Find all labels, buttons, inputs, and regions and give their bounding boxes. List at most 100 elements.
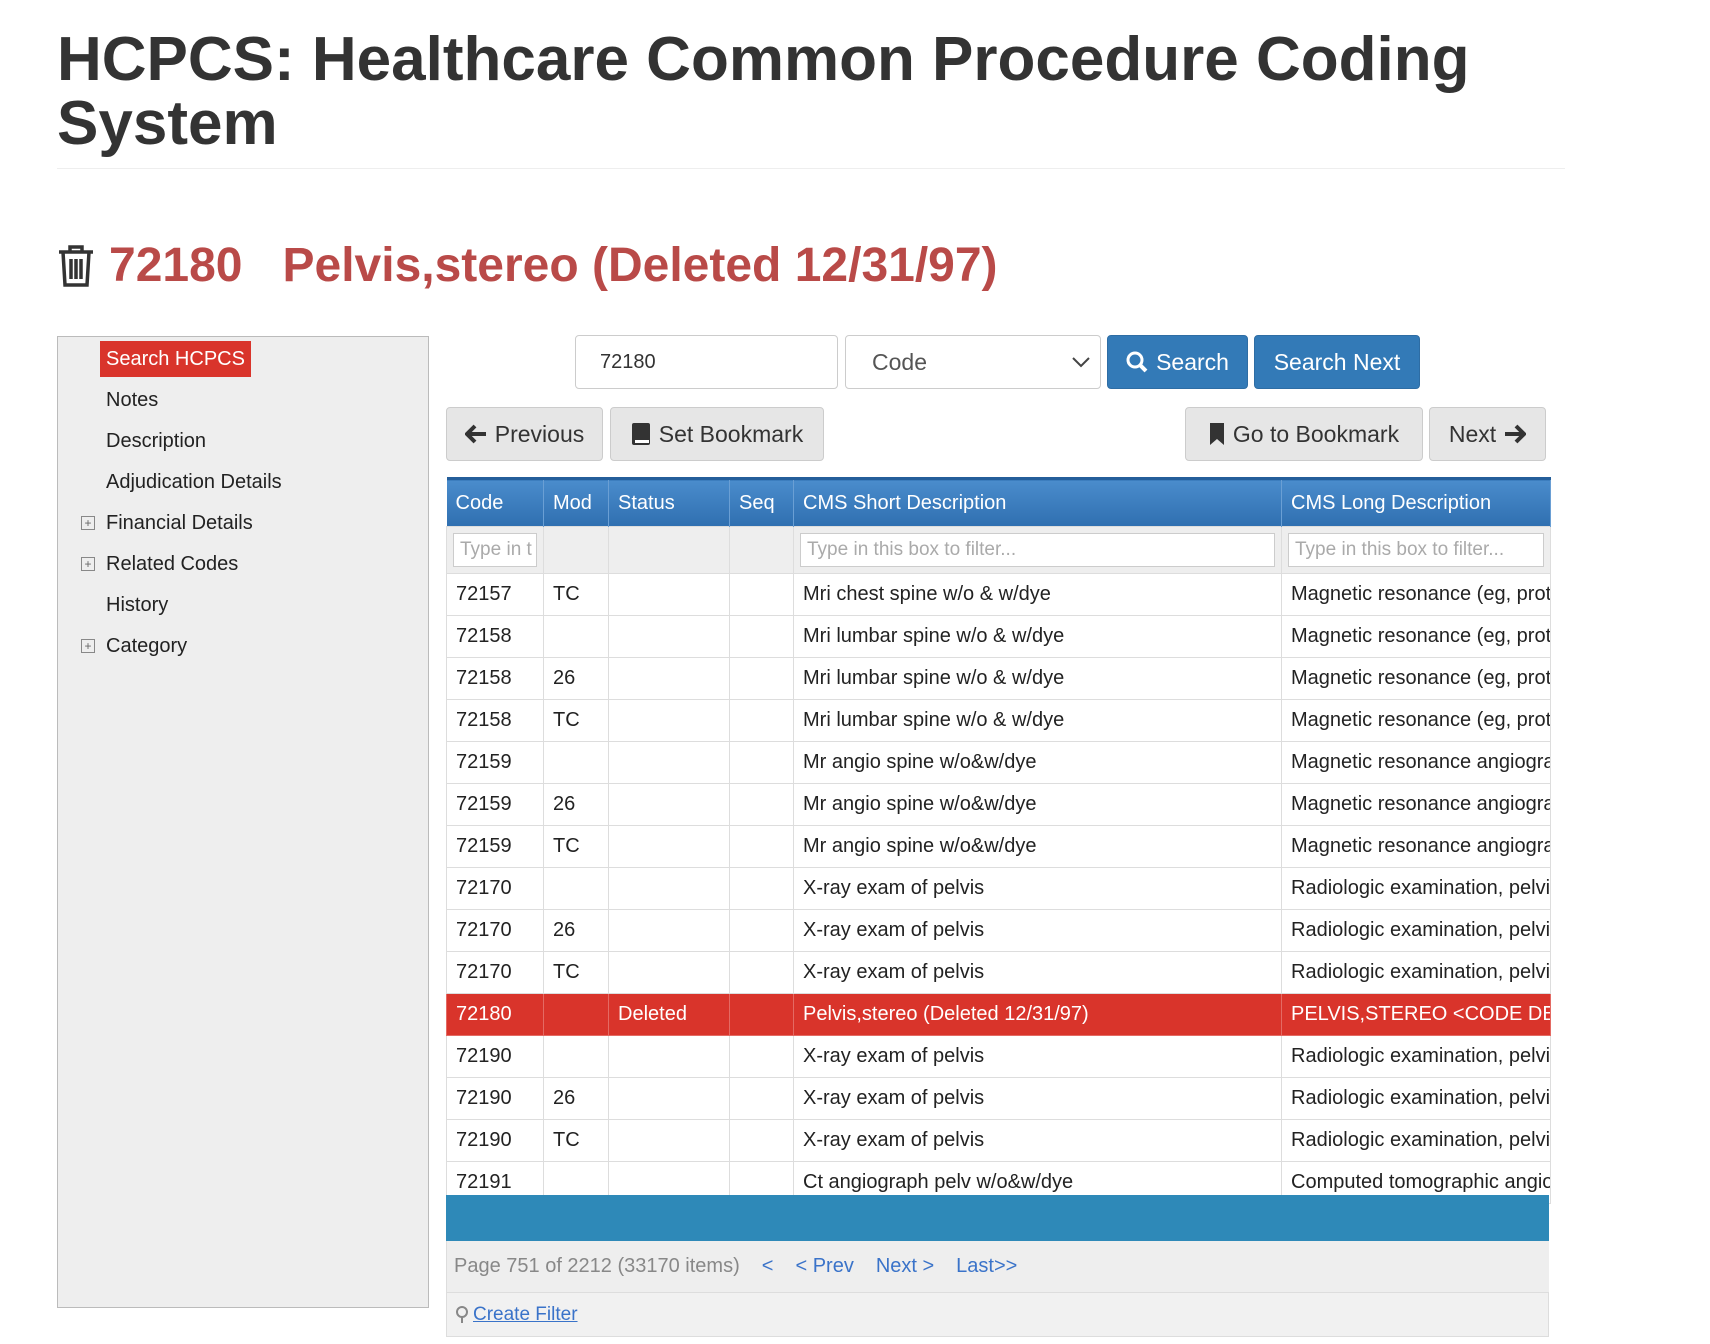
table-cell: X-ray exam of pelvis xyxy=(793,1035,1282,1078)
table-cell: 26 xyxy=(543,783,609,826)
table-cell: X-ray exam of pelvis xyxy=(793,951,1282,994)
filter-cell: Type in t xyxy=(446,526,544,574)
table-cell: 72158 xyxy=(446,699,544,742)
table-cell: TC xyxy=(543,1119,609,1162)
table-cell: PELVIS,STEREO <CODE DELE xyxy=(1281,993,1551,1036)
next-button[interactable]: Next xyxy=(1429,407,1546,461)
sidebar-item[interactable]: Notes xyxy=(106,389,159,411)
table-cell xyxy=(729,741,794,784)
table-cell xyxy=(608,1035,730,1078)
column-header[interactable]: Mod xyxy=(543,477,609,527)
table-cell: 72159 xyxy=(446,741,544,784)
code-description: Pelvis,stereo (Deleted 12/31/97) xyxy=(282,239,998,292)
table-cell: 72159 xyxy=(446,825,544,868)
filter-input[interactable]: Type in this box to filter... xyxy=(800,533,1275,567)
table-cell: 72158 xyxy=(446,615,544,658)
table-cell: Radiologic examination, pelvis xyxy=(1281,909,1551,952)
table-cell xyxy=(608,783,730,826)
table-row[interactable]: 72159 26 Mr angio spine w/o&w/dye Magnetic … xyxy=(446,783,1551,826)
table-cell xyxy=(729,951,794,994)
table-cell xyxy=(729,615,794,658)
table-row[interactable]: 72158 26 Mri lumbar spine w/o & w/dye Magne… xyxy=(446,657,1551,700)
sidebar-item[interactable]: Category xyxy=(106,635,188,657)
pager-first[interactable]: < xyxy=(761,1255,774,1277)
table-cell: 72170 xyxy=(446,909,544,952)
header-row: Code Mod Status Seq CMS Short Description CMS… xyxy=(446,477,1551,527)
set-bookmark-button[interactable]: Set Bookmark xyxy=(610,407,824,461)
search-button[interactable]: Search xyxy=(1107,335,1248,389)
table-cell xyxy=(729,1035,794,1078)
pager-prev[interactable]: < Prev xyxy=(795,1255,854,1277)
table-cell: Magnetic resonance (eg, proto xyxy=(1281,615,1551,658)
table-cell: 72190 xyxy=(446,1077,544,1120)
sidebar-item[interactable]: Financial Details xyxy=(106,512,253,534)
sidebar-item[interactable]: Description xyxy=(106,430,207,452)
table-row[interactable]: 72159 TC Mr angio spine w/o&w/dye Magnetic … xyxy=(446,825,1551,868)
chevron xyxy=(1072,357,1090,368)
column-header[interactable]: Seq xyxy=(729,477,794,527)
table-row[interactable]: 72157 TC Mri chest spine w/o & w/dye Magnet… xyxy=(446,573,1551,616)
table-row[interactable]: 72170 TC X-ray exam of pelvis Radiologic ex… xyxy=(446,951,1551,994)
table-row[interactable]: 72159 Mr angio spine w/o&w/dye Magnetic re… xyxy=(446,741,1551,784)
sidebar-item[interactable]: Related Codes xyxy=(106,553,239,575)
divider xyxy=(57,168,1565,169)
go-to-bookmark-label: Go to Bookmark xyxy=(1232,420,1400,447)
table-cell xyxy=(608,909,730,952)
table-row[interactable]: 72190 26 X-ray exam of pelvis Radiologic ex… xyxy=(446,1077,1551,1120)
column-header[interactable]: CMS Short Description xyxy=(793,477,1282,527)
table-cell: Deleted xyxy=(608,993,730,1036)
table-cell: TC xyxy=(543,573,609,616)
table-cell xyxy=(608,573,730,616)
table-cell: Magnetic resonance angiograp xyxy=(1281,741,1551,784)
table-row[interactable]: 72180 Deleted Pelvis,stereo (Deleted 12/31… xyxy=(446,993,1551,1036)
pager-last[interactable]: Last>> xyxy=(956,1255,1018,1277)
table-row[interactable]: 72158 TC Mri lumbar spine w/o & w/dye Magne… xyxy=(446,699,1551,742)
filter-cell: Type in this box to filter... xyxy=(1281,526,1551,574)
table-cell: Magnetic resonance angiograp xyxy=(1281,825,1551,868)
table-row[interactable]: 72190 X-ray exam of pelvis Radiologic exam… xyxy=(446,1035,1551,1078)
go-to-bookmark-button[interactable]: Go to Bookmark xyxy=(1185,407,1423,461)
search-field-select[interactable]: Code xyxy=(845,335,1101,389)
table-cell: Mr angio spine w/o&w/dye xyxy=(793,825,1282,868)
sidebar-item[interactable]: Search HCPCS xyxy=(100,341,251,377)
table-cell: 72180 xyxy=(446,993,544,1036)
table-cell xyxy=(729,909,794,952)
sidebar-item[interactable]: Adjudication Details xyxy=(106,471,282,493)
expand-icon: + xyxy=(81,557,95,571)
filter-input[interactable]: Type in t xyxy=(453,533,537,567)
table-cell: Mri chest spine w/o & w/dye xyxy=(793,573,1282,616)
table-cell: Mr angio spine w/o&w/dye xyxy=(793,741,1282,784)
table-cell: Radiologic examination, pelvis xyxy=(1281,1035,1551,1078)
table-cell xyxy=(729,867,794,910)
pager-next[interactable]: Next > xyxy=(875,1255,935,1277)
table-row[interactable]: 72170 X-ray exam of pelvis Radiologic exam… xyxy=(446,867,1551,910)
filter-cell xyxy=(729,526,794,574)
book-icon xyxy=(631,423,650,445)
table-cell xyxy=(729,1077,794,1120)
table-cell: TC xyxy=(543,825,609,868)
column-header[interactable]: Code xyxy=(446,477,544,527)
previous-button[interactable]: Previous xyxy=(446,407,603,461)
create-filter-link[interactable]: Create Filter xyxy=(473,1303,578,1325)
set-bookmark-label: Set Bookmark xyxy=(658,420,804,447)
column-header[interactable]: Status xyxy=(608,477,730,527)
sidebar-item[interactable]: History xyxy=(106,594,169,616)
code-heading: 72180 Pelvis,stereo (Deleted 12/31/97) xyxy=(57,238,998,293)
table-cell xyxy=(608,1119,730,1162)
search-input[interactable]: 72180 xyxy=(575,335,838,389)
table-cell xyxy=(729,825,794,868)
sidebar: Search HCPCS Notes Description Adjudication… xyxy=(57,336,429,1308)
table-cell xyxy=(729,657,794,700)
table-cell: Mri lumbar spine w/o & w/dye xyxy=(793,657,1282,700)
column-header[interactable]: CMS Long Description xyxy=(1281,477,1551,527)
table-cell: TC xyxy=(543,699,609,742)
table-row[interactable]: 72170 26 X-ray exam of pelvis Radiologic ex… xyxy=(446,909,1551,952)
table-cell xyxy=(608,867,730,910)
search-next-button[interactable]: Search Next xyxy=(1254,335,1420,389)
table-row[interactable]: 72190 TC X-ray exam of pelvis Radiologic ex… xyxy=(446,1119,1551,1162)
table-cell xyxy=(608,615,730,658)
table-row[interactable]: 72158 Mri lumbar spine w/o & w/dye Magneti… xyxy=(446,615,1551,658)
filter-input[interactable]: Type in this box to filter... xyxy=(1288,533,1544,567)
table-cell xyxy=(729,993,794,1036)
trash-icon xyxy=(59,244,93,287)
